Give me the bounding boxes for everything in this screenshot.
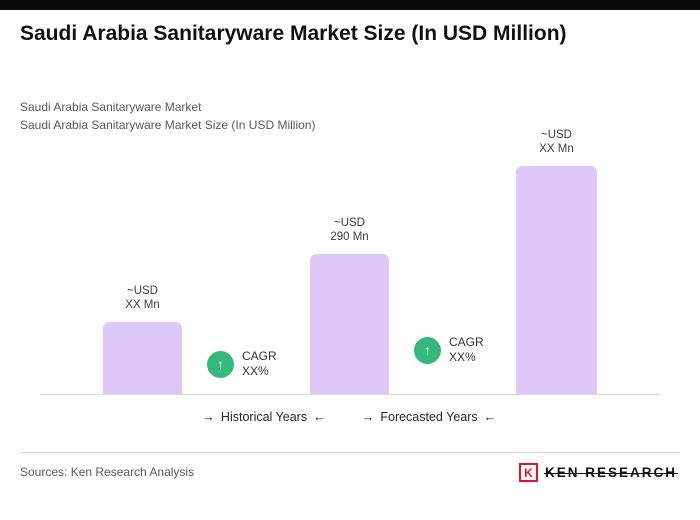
bar-historical-start xyxy=(103,322,182,394)
bar-value-line1: ~USD xyxy=(333,217,365,229)
bar-chart: ~USD XX Mn ↑ CAGR XX% ~USD 290 Mn ↑ CAGR… xyxy=(0,128,700,395)
cagr-badge-historical: ↑ CAGR XX% xyxy=(207,349,277,379)
cagr-label-line2: XX% xyxy=(449,350,476,364)
footer-divider xyxy=(20,452,680,453)
period-label-text: Forecasted Years xyxy=(380,409,478,424)
bar-value-line2: XX Mn xyxy=(125,299,160,311)
bar-forecast xyxy=(516,166,597,394)
cagr-label: CAGR XX% xyxy=(449,335,484,365)
left-arrow-icon: ← xyxy=(483,409,497,424)
bar-group-historical-start: ~USD XX Mn xyxy=(103,284,182,394)
ken-research-wordmark: KEN RESEARCH xyxy=(543,465,678,480)
cagr-label-line1: CAGR xyxy=(242,349,277,363)
growth-up-arrow-icon: ↑ xyxy=(207,350,234,378)
bar-value-line2: 290 Mn xyxy=(330,231,369,243)
page-title: Saudi Arabia Sanitaryware Market Size (I… xyxy=(20,22,567,45)
chart-subtitle-size: Saudi Arabia Sanitaryware Market Size (I… xyxy=(20,118,316,132)
bar-value-label: ~USD XX Mn xyxy=(539,128,574,156)
cagr-label-line2: XX% xyxy=(242,364,269,378)
right-arrow-icon: → xyxy=(361,409,375,424)
chart-subtitle-market: Saudi Arabia Sanitaryware Market xyxy=(20,100,202,114)
bar-current xyxy=(310,254,389,394)
bar-value-line1: ~USD xyxy=(126,285,158,297)
bar-group-current: ~USD 290 Mn xyxy=(310,216,389,394)
bar-value-line1: ~USD xyxy=(540,129,572,141)
right-arrow-icon: → xyxy=(201,409,215,424)
x-axis-line xyxy=(40,394,660,395)
ken-research-logo-icon: K xyxy=(518,463,538,482)
growth-up-arrow-icon: ↑ xyxy=(414,336,441,364)
period-label-text: Historical Years xyxy=(220,409,308,424)
left-arrow-icon: ← xyxy=(313,409,327,424)
chart-subtitles: Saudi Arabia Sanitaryware Market Saudi A… xyxy=(20,98,315,134)
bar-value-line2: XX Mn xyxy=(539,143,574,155)
top-accent-bar xyxy=(0,0,700,10)
sources-note: Sources: Ken Research Analysis xyxy=(20,465,195,479)
cagr-label: CAGR XX% xyxy=(242,349,277,379)
forecasted-years-label: → Forecasted Years ← xyxy=(361,409,496,424)
axis-period-labels: → Historical Years ← → Forecasted Years … xyxy=(0,409,700,429)
bar-group-forecast: ~USD XX Mn xyxy=(516,128,597,394)
cagr-badge-forecast: ↑ CAGR XX% xyxy=(414,335,484,365)
ken-research-logo: K KEN RESEARCH xyxy=(518,463,678,482)
historical-years-label: → Historical Years ← xyxy=(202,409,326,424)
cagr-label-line1: CAGR xyxy=(449,335,484,349)
bar-value-label: ~USD XX Mn xyxy=(125,284,160,312)
bar-value-label: ~USD 290 Mn xyxy=(330,216,368,244)
